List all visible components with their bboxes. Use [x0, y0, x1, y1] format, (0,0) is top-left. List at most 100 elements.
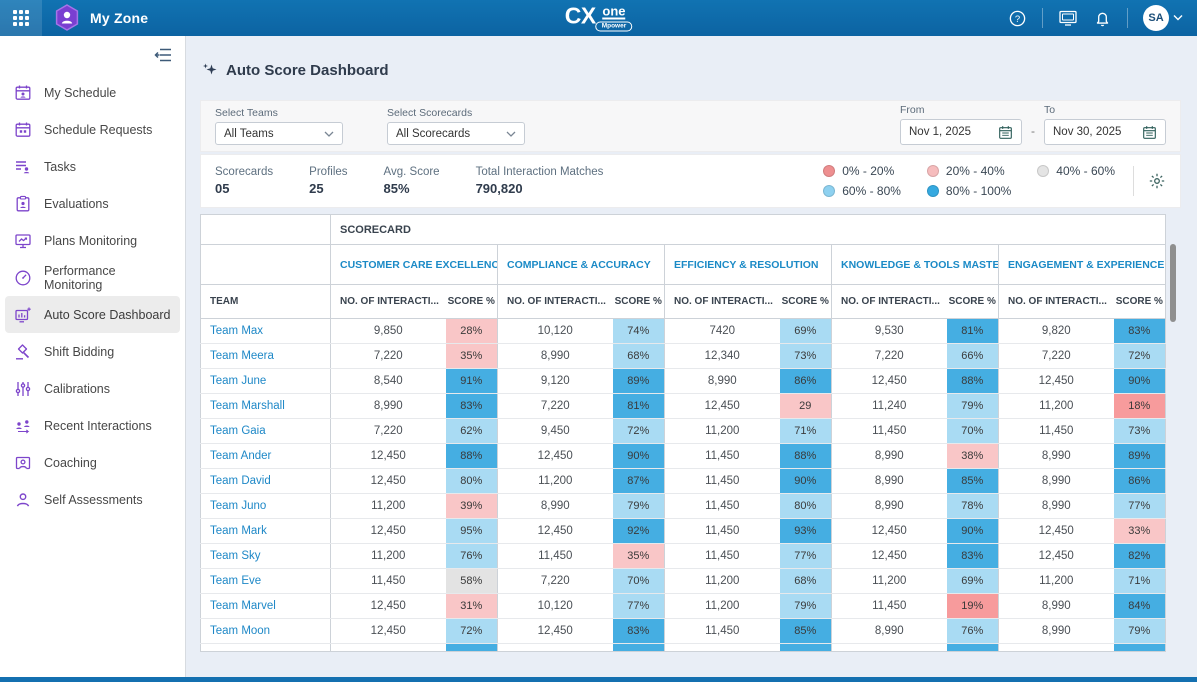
- calendar-icon[interactable]: [1142, 125, 1157, 140]
- score-cell: 18%: [1113, 393, 1167, 419]
- score-cell: 86%: [1113, 468, 1167, 494]
- interactions-cell: 11,200: [497, 468, 613, 494]
- team-link[interactable]: Team Gaia: [200, 418, 331, 444]
- score-cell: 90%: [612, 443, 665, 469]
- sidebar-item-recent-interactions[interactable]: Recent Interactions: [5, 407, 180, 444]
- legend-item-80-100[interactable]: 80% - 100%: [926, 184, 1011, 198]
- gear-icon[interactable]: [1148, 172, 1166, 190]
- score-cell: 79%: [612, 493, 665, 519]
- from-date-input[interactable]: Nov 1, 2025: [900, 119, 1022, 145]
- sidebar-item-evaluations[interactable]: Evaluations: [5, 185, 180, 222]
- interactions-cell: 11,200: [998, 568, 1114, 594]
- score-cell: 90%: [946, 518, 999, 544]
- interactions-cell: 8,990: [998, 468, 1114, 494]
- notifications-bell-icon[interactable]: [1093, 9, 1112, 28]
- team-link[interactable]: Team Sky: [200, 543, 331, 569]
- user-menu[interactable]: SA: [1143, 5, 1183, 31]
- legend-item-0-20[interactable]: 0% - 20%: [823, 164, 901, 178]
- interactions-cell: 11,450: [664, 443, 780, 469]
- stat-value: 05: [215, 181, 230, 196]
- avatar[interactable]: SA: [1143, 5, 1169, 31]
- recent-interactions-icon: [14, 417, 32, 435]
- team-link[interactable]: Team Juno: [200, 493, 331, 519]
- teams-select[interactable]: All Teams: [215, 122, 343, 145]
- interactions-cell: 8,990: [998, 593, 1114, 619]
- scrollbar-thumb[interactable]: [1170, 244, 1176, 322]
- sidebar-item-auto-score-dashboard[interactable]: Auto Score Dashboard: [5, 296, 180, 333]
- interactions-cell: 8,540: [330, 368, 446, 394]
- sidebar-item-shift-bidding[interactable]: Shift Bidding: [5, 333, 180, 370]
- legend-label: 20% - 40%: [945, 164, 1005, 178]
- sidebar-item-calibrations[interactable]: Calibrations: [5, 370, 180, 407]
- interactions-cell: 12,450: [831, 368, 947, 394]
- sidebar-item-plans-monitoring[interactable]: Plans Monitoring: [5, 222, 180, 259]
- main-content: Auto Score Dashboard Select Teams All Te…: [186, 36, 1197, 677]
- team-link[interactable]: Team Moon: [200, 618, 331, 644]
- team-link[interactable]: Team Marvel: [200, 593, 331, 619]
- score-cell: 83%: [1113, 318, 1167, 344]
- to-date-input[interactable]: Nov 30, 2025: [1044, 119, 1166, 145]
- interactions-cell: 11,200: [831, 568, 947, 594]
- interactions-cell: 12,450: [998, 543, 1114, 569]
- sidebar-collapse-button[interactable]: [0, 42, 185, 74]
- stats-bar: Scorecards 05 Profiles 25 Avg. Score 85% Total…: [200, 154, 1181, 208]
- interactions-cell: 11,200: [664, 593, 780, 619]
- sidebar-item-tasks[interactable]: Tasks: [5, 148, 180, 185]
- sidebar: My Schedule Schedule Requests Tasks Evaluat…: [0, 36, 186, 677]
- score-cell: 74%: [612, 318, 665, 344]
- score-cell: 81%: [612, 393, 665, 419]
- team-column-corner: [200, 244, 331, 285]
- to-date-label: To: [1044, 104, 1056, 116]
- score-cell: 72%: [445, 618, 498, 644]
- stat-value: 85%: [383, 181, 410, 196]
- help-icon[interactable]: ?: [1008, 9, 1027, 28]
- auto-score-dashboard-icon: [14, 306, 32, 324]
- topbar-divider: [1042, 8, 1043, 28]
- app-name: My Zone: [90, 10, 149, 26]
- self-assessments-icon: [14, 491, 32, 509]
- app-identity: My Zone: [54, 4, 148, 32]
- interactions-cell: 8,990: [497, 343, 613, 369]
- sidebar-item-my-schedule[interactable]: My Schedule: [5, 74, 180, 111]
- scorecards-select-value: All Scorecards: [396, 127, 471, 140]
- team-link[interactable]: Team Max: [200, 318, 331, 344]
- sidebar-item-schedule-requests[interactable]: Schedule Requests: [5, 111, 180, 148]
- score-cell: 29: [779, 393, 832, 419]
- team-link[interactable]: Team David: [200, 468, 331, 494]
- team-link[interactable]: Team June: [200, 368, 331, 394]
- table-row-team-david: Team David 12,450 80% 11,200 87% 11,450 90% 8,9…: [200, 468, 1167, 494]
- interactions-cell: 9,850: [330, 318, 446, 344]
- collapse-menu-icon: [153, 46, 173, 64]
- sidebar-item-label: Auto Score Dashboard: [44, 307, 171, 322]
- screen-share-icon[interactable]: [1058, 8, 1078, 28]
- legend-item-40-60[interactable]: 40% - 60%: [1037, 164, 1115, 178]
- scorecards-select-label: Select Scorecards: [387, 107, 473, 119]
- interactions-cell: 11,450: [664, 518, 780, 544]
- sidebar-item-performance-monitoring[interactable]: Performance Monitoring: [5, 259, 180, 296]
- team-link[interactable]: Team Meera: [200, 343, 331, 369]
- score-cell: 77%: [612, 593, 665, 619]
- interactions-cell: [665, 644, 780, 652]
- legend-label: 40% - 60%: [1056, 164, 1115, 178]
- interactions-cell: 12,450: [330, 518, 446, 544]
- interactions-cell: 7,220: [831, 343, 947, 369]
- vertical-scrollbar: [1170, 216, 1176, 649]
- partial-next-row: [200, 643, 1167, 652]
- app-switcher-button[interactable]: [0, 0, 42, 36]
- team-link[interactable]: Team Eve: [200, 568, 331, 594]
- team-link[interactable]: Team Mark: [200, 518, 331, 544]
- interactions-cell: 8,990: [831, 618, 947, 644]
- score-cell: 88%: [946, 368, 999, 394]
- score-cell: 87%: [612, 468, 665, 494]
- scorecards-select[interactable]: All Scorecards: [387, 122, 525, 145]
- sidebar-item-self-assessments[interactable]: Self Assessments: [5, 481, 180, 518]
- calendar-icon[interactable]: [998, 125, 1013, 140]
- sidebar-item-coaching[interactable]: Coaching: [5, 444, 180, 481]
- sidebar-item-label: Calibrations: [44, 381, 111, 396]
- team-link[interactable]: Team Ander: [200, 443, 331, 469]
- chevron-down-icon: [506, 131, 516, 137]
- stat-total-interaction-matches: Total Interaction Matches 790,820: [476, 166, 604, 196]
- legend-item-60-80[interactable]: 60% - 80%: [823, 184, 901, 198]
- legend-item-20-40[interactable]: 20% - 40%: [926, 164, 1011, 178]
- team-link[interactable]: Team Marshall: [200, 393, 331, 419]
